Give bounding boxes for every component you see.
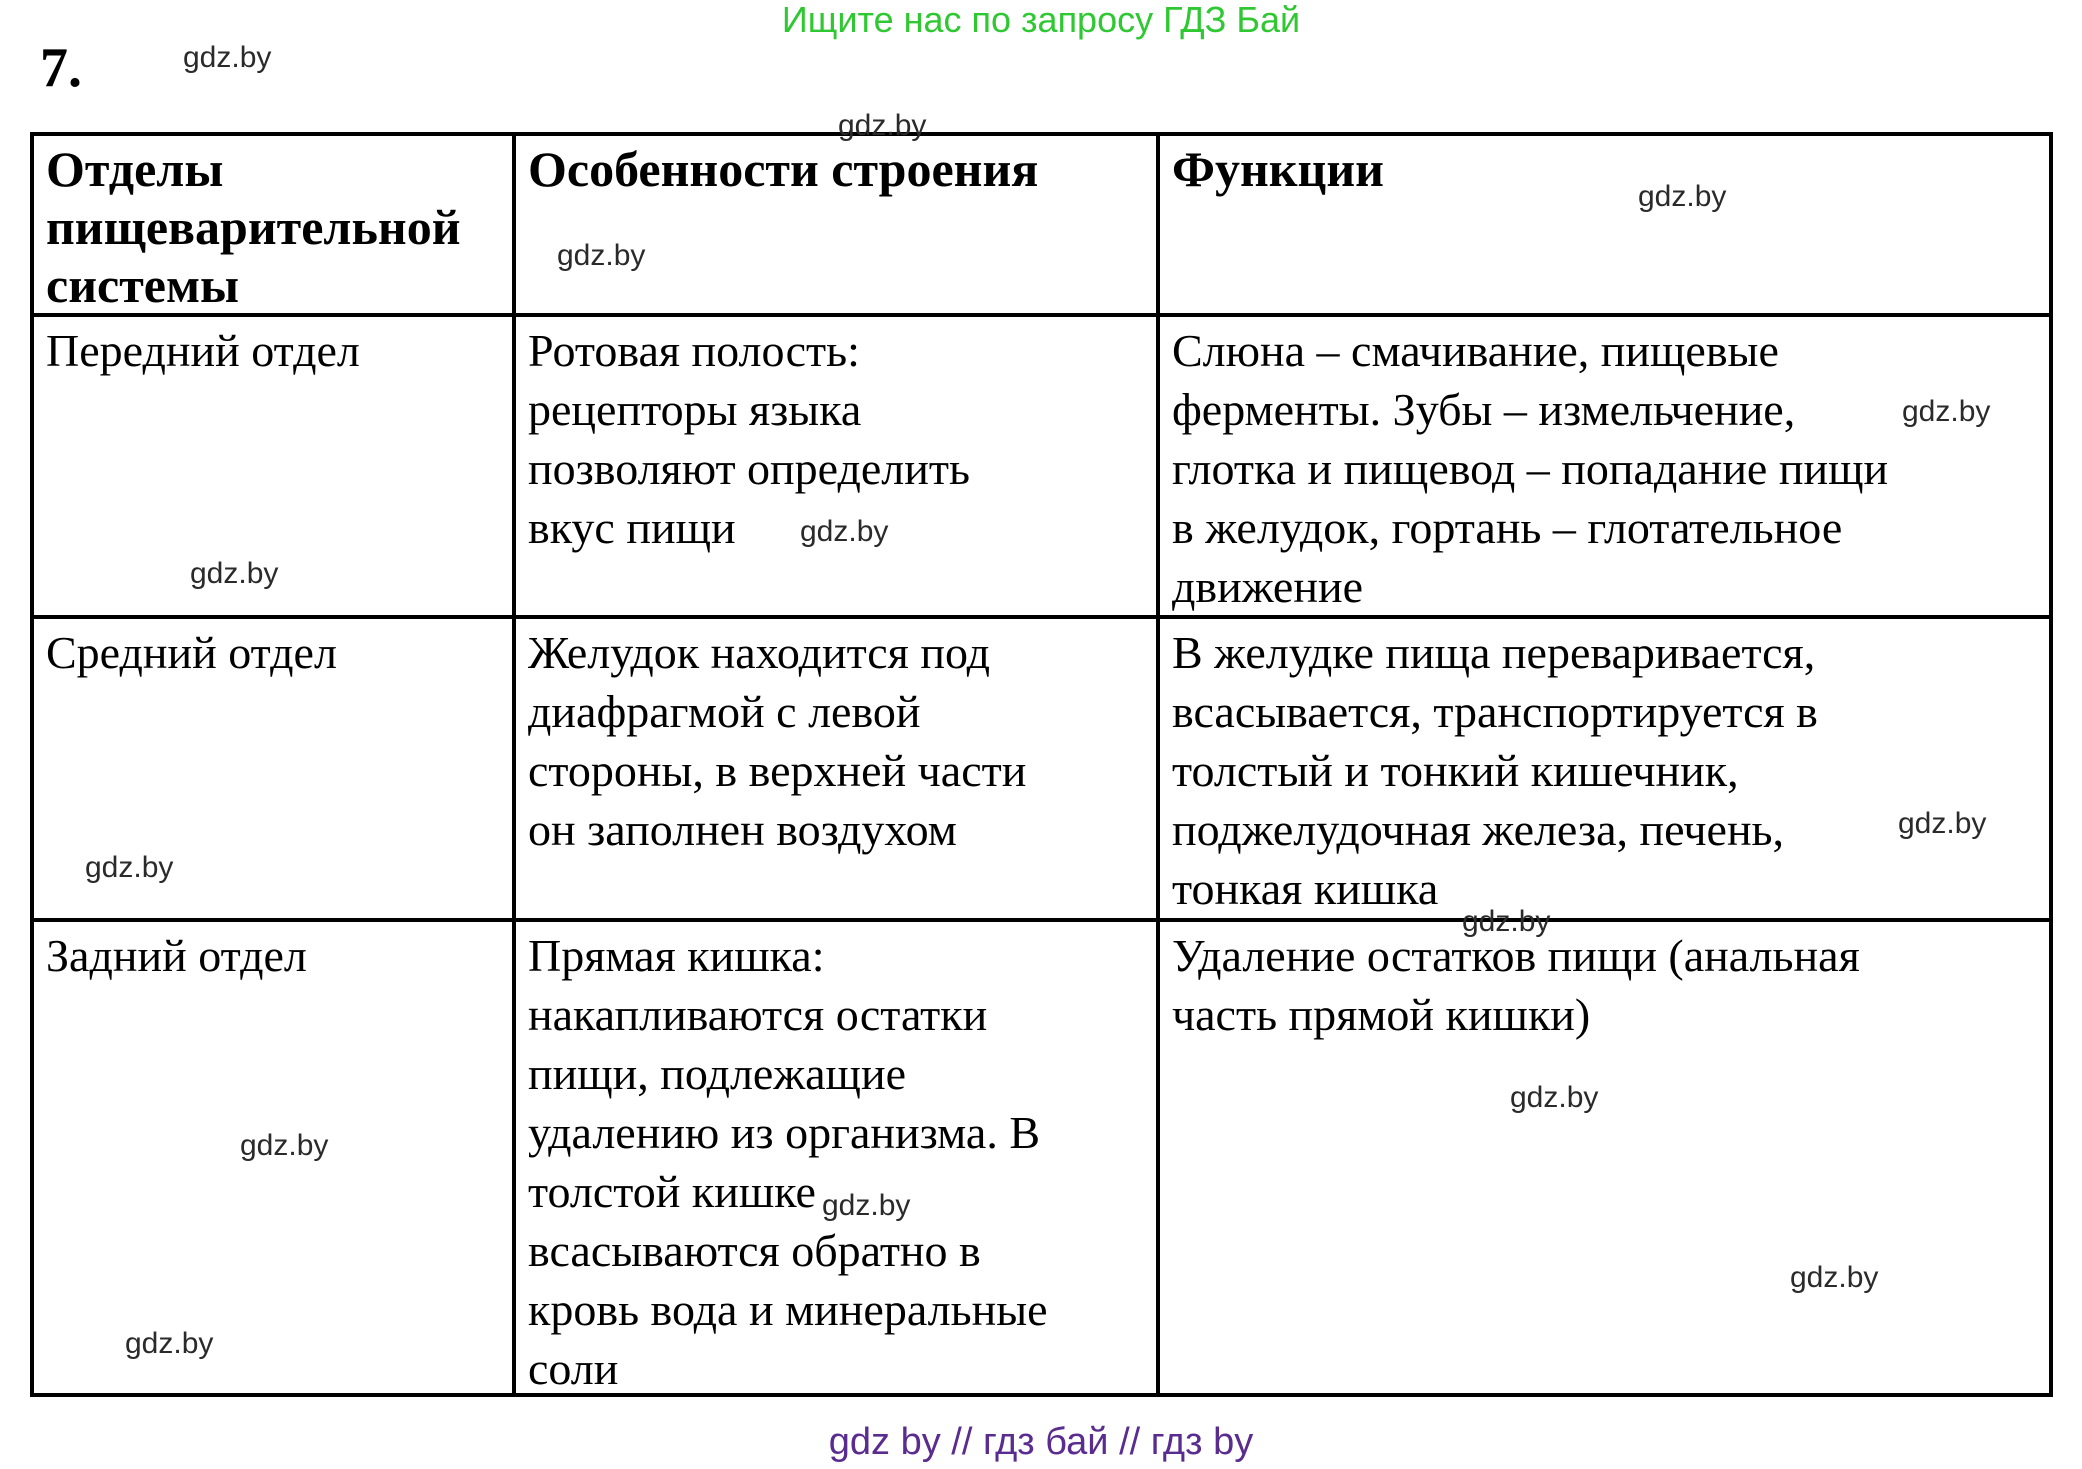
gdz-watermark: gdz.by [1638,180,1727,213]
gdz-search-banner: Ищите нас по запросу ГДЗ Бай [781,0,1301,40]
gdz-watermark: gdz.by [240,1129,329,1162]
table-cell-front-functions: Слюна – смачивание, пищевые ферменты. Зу… [1160,317,2049,619]
table-cell-middle-section: Средний отдел [34,619,516,922]
table-header-structure: Особенности строения [516,136,1160,317]
table-header-sections: Отделы пищеварительной системы [34,136,516,317]
gdz-watermark: gdz.by [1510,1081,1599,1114]
gdz-watermark: gdz.by [822,1189,911,1222]
gdz-watermark: gdz.by [183,41,272,74]
gdz-watermark: gdz.by [800,515,889,548]
table-cell-rear-functions: Удаление остатков пищи (анальная часть п… [1172,930,1860,1040]
gdz-watermark: gdz.by [125,1327,214,1360]
table-header-functions: Функции [1160,136,2049,317]
gdz-watermark: gdz.by [1902,395,1991,428]
gdz-watermark: gdz.by [1462,905,1551,938]
gdz-footer: gdz by // гдз бай // гдз by [828,1421,1254,1463]
table-cell-front-section: Передний отдел [34,317,516,619]
gdz-watermark: gdz.by [557,239,646,272]
gdz-watermark: gdz.by [1790,1261,1879,1294]
table-cell-front-structure: Ротовая полость: рецепторы языка позволя… [516,317,1160,619]
question-number: 7. [40,37,82,99]
gdz-watermark: gdz.by [190,557,279,590]
table-cell-middle-structure: Желудок находится под диафрагмой с левой… [516,619,1160,922]
table-cell-rear-section: Задний отдел [34,922,516,1393]
table-cell-rear-structure: Прямая кишка: накапливаются остатки пищи… [516,922,1160,1393]
gdz-watermark: gdz.by [1898,807,1987,840]
digestive-system-table: Отделы пищеварительной системы Особеннос… [30,132,2053,1397]
gdz-watermark: gdz.by [838,109,927,142]
gdz-watermark: gdz.by [85,851,174,884]
table-cell-middle-functions: В желудке пища переваривается, всасывает… [1160,619,2049,922]
